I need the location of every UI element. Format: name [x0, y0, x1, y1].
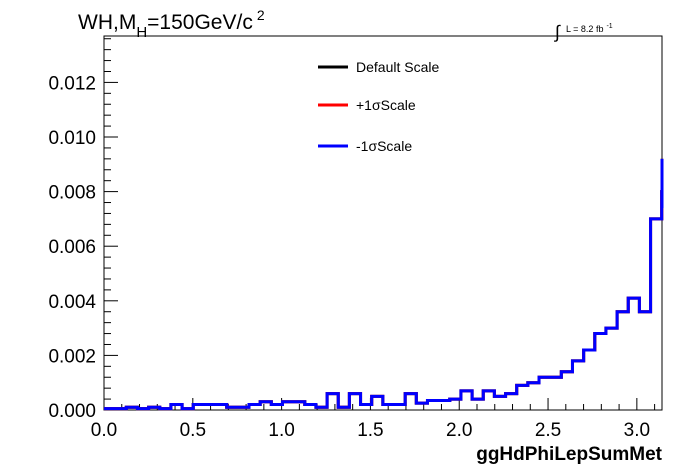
title-main: WH,M [78, 11, 136, 34]
lumi-text: L = 8.2 fb [566, 24, 603, 34]
series-group [104, 158, 664, 411]
y-tick-label: 0.002 [48, 346, 96, 367]
x-tick-label: 1.0 [268, 420, 294, 441]
x-tick-label: 0.5 [180, 420, 206, 441]
chart-title: WH,MH=150GeV/c 2 [78, 7, 265, 41]
y-tick-label: 0.012 [48, 73, 96, 94]
x-axis-label: ggHdPhiLepSumMet [476, 444, 662, 465]
y-tick-label: 0.010 [48, 128, 96, 149]
legend: Default Scale +1σScale -1σScale [318, 59, 439, 154]
plot-frame [103, 35, 663, 411]
legend-label-default: Default Scale [356, 59, 439, 75]
y-tick-label: 0.006 [48, 237, 96, 258]
y-tick-label: 0.008 [48, 183, 96, 204]
y-tick-label: 0.000 [48, 401, 96, 422]
title-subscript: H [136, 24, 147, 41]
legend-label-plus1sigma: +1σScale [356, 97, 416, 113]
series-line-minus1sigma [104, 158, 664, 411]
y-axis-ticks: 0.000 0.002 0.004 0.006 0.008 0.010 0.012 [48, 38, 118, 422]
lumi-integral-sign: ∫ [553, 22, 561, 42]
lumi-label: L = 8.2 fb -1 [566, 23, 613, 34]
lumi-superscript: -1 [606, 23, 612, 30]
x-tick-label: 0.0 [91, 420, 117, 441]
title-superscript: 2 [257, 7, 265, 23]
x-axis-ticks: 0.0 0.5 1.0 1.5 2.0 2.5 3.0 [91, 398, 656, 441]
x-tick-label: 2.0 [446, 420, 472, 441]
x-tick-label: 3.0 [624, 420, 650, 441]
x-tick-label: 1.5 [357, 420, 383, 441]
legend-label-minus1sigma: -1σScale [356, 138, 412, 154]
series-line-default [104, 158, 664, 411]
series-line-plus1sigma [104, 158, 664, 411]
title-tail: =150GeV/c [147, 11, 253, 34]
y-tick-label: 0.004 [48, 292, 96, 313]
x-tick-label: 2.5 [535, 420, 561, 441]
